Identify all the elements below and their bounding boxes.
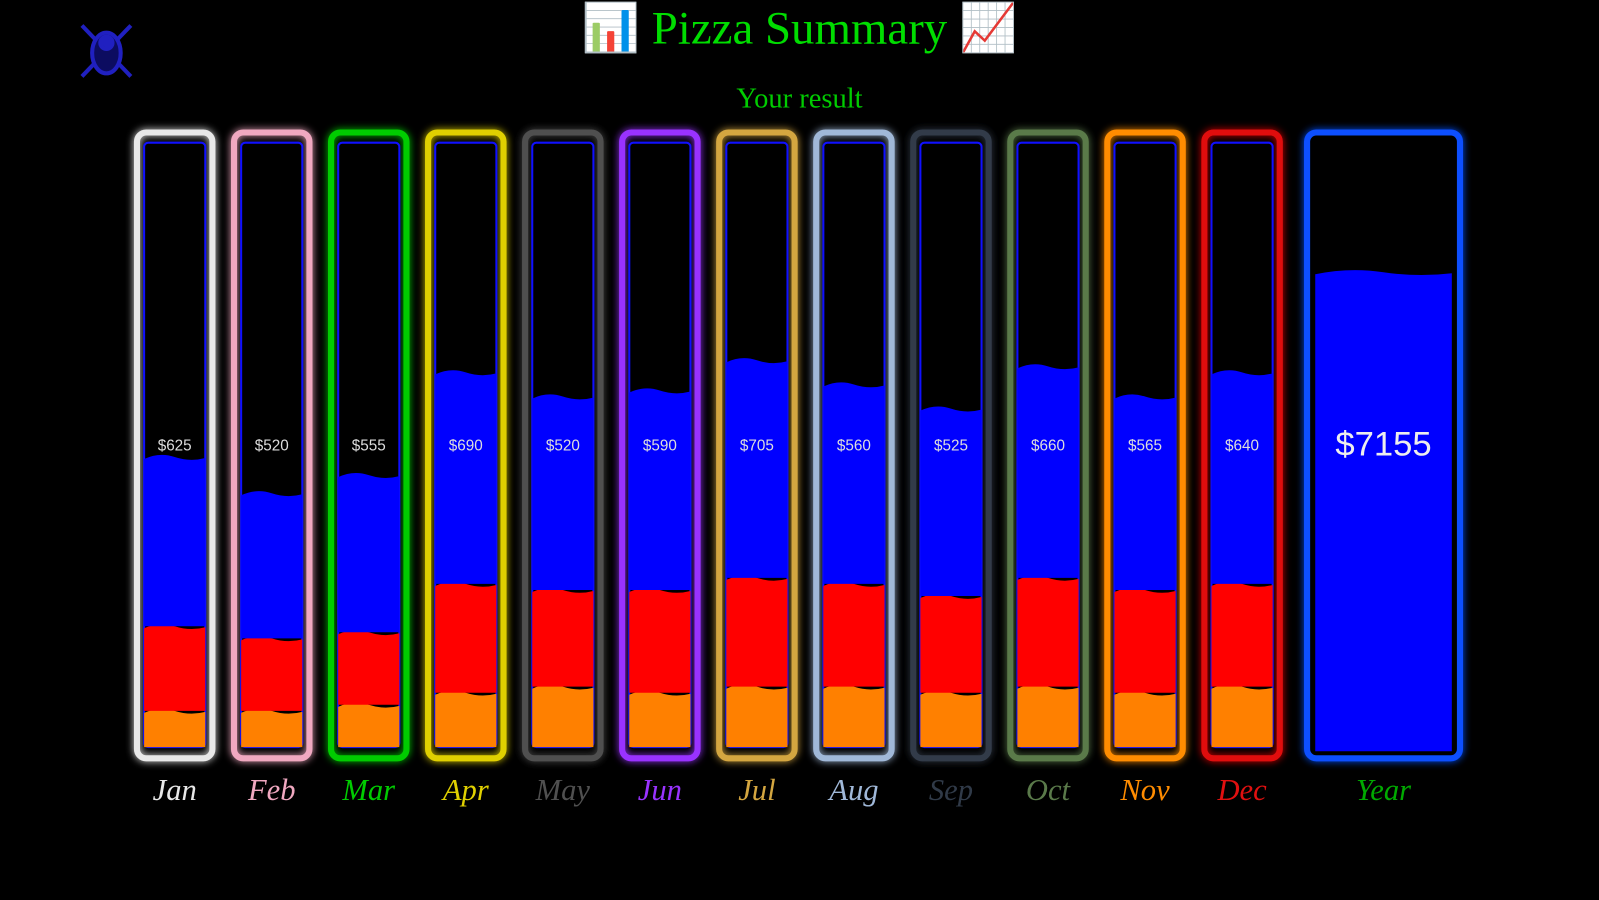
fill-layer (144, 454, 206, 627)
logo-icon[interactable] (80, 24, 133, 78)
fill-layer (338, 630, 400, 705)
fill-layer (1017, 364, 1079, 578)
tube-frame (619, 129, 701, 762)
tube-frame (1201, 129, 1283, 762)
fill-layer (726, 575, 788, 687)
fill-layer (629, 587, 691, 693)
value-label: $640 (1225, 437, 1259, 454)
year-value-label: $7155 (1335, 426, 1431, 464)
fill-layer (144, 624, 206, 711)
fill-layer (435, 370, 497, 584)
month-label: Aug (827, 773, 878, 807)
value-label: $555 (352, 437, 386, 454)
page-title: 📊 Pizza Summary 📈 (582, 0, 1018, 54)
tubes: $625 Jan $520 Feb $555 Mar $690 Apr $520 May $590 J… (133, 129, 1464, 807)
value-label: $525 (934, 437, 968, 454)
fill-layer (823, 684, 885, 748)
tube-frame (910, 129, 992, 762)
fill-layer (338, 702, 400, 748)
value-label: $520 (255, 437, 289, 454)
tube-frame (1007, 129, 1089, 762)
value-label: $705 (740, 437, 774, 454)
value-label: $625 (158, 437, 192, 454)
month-label: Jan (153, 773, 197, 807)
tube-frame (230, 129, 313, 762)
month-label: Feb (247, 773, 296, 807)
fill-layer (629, 690, 691, 748)
month-label: Jun (638, 773, 682, 807)
fill-layer (435, 581, 497, 693)
fill-layer (1211, 370, 1273, 584)
year-label: Year (1356, 773, 1411, 807)
fill-layer (435, 690, 497, 748)
fill-layer (726, 684, 788, 748)
fill-layer (1211, 581, 1273, 687)
year-fill (1315, 270, 1452, 752)
tube-frame (425, 129, 507, 762)
fill-layer (144, 708, 206, 748)
fill-layer (629, 388, 691, 590)
month-label: Oct (1026, 773, 1072, 807)
fill-layer (532, 394, 594, 590)
month-label: Dec (1216, 773, 1267, 807)
fill-layer (1114, 394, 1176, 590)
fill-layer (532, 587, 594, 687)
value-label: $590 (643, 437, 677, 454)
value-label: $565 (1128, 437, 1162, 454)
fill-layer (338, 473, 400, 633)
fill-layer (920, 406, 982, 597)
month-label: Apr (441, 773, 489, 807)
tube-frame (522, 129, 604, 762)
fill-layer (1017, 684, 1079, 748)
value-label: $560 (837, 437, 871, 454)
tube-frame (327, 129, 410, 762)
fill-layer (920, 690, 982, 748)
month-label: May (535, 773, 591, 807)
value-label: $660 (1031, 437, 1065, 454)
fill-layer (241, 636, 303, 711)
fill-layer (1114, 690, 1176, 748)
fill-layer (823, 581, 885, 687)
fill-layer (1114, 587, 1176, 693)
tube-frame (133, 129, 216, 762)
month-label: Nov (1119, 773, 1170, 807)
fill-layer (532, 684, 594, 748)
fill-layer (241, 491, 303, 639)
fill-layer (823, 382, 885, 584)
fill-layer (241, 708, 303, 748)
tube-frame (813, 129, 895, 762)
fill-layer (920, 593, 982, 693)
month-label: Mar (341, 773, 395, 807)
fill-layer (1211, 684, 1273, 748)
fill-layer (1017, 575, 1079, 687)
month-label: Sep (929, 773, 973, 807)
tube-frame (716, 129, 798, 762)
value-label: $520 (546, 437, 580, 454)
fill-layer (726, 358, 788, 578)
value-label: $690 (449, 437, 483, 454)
month-label: Jul (738, 773, 775, 807)
tube-frame (1104, 129, 1186, 762)
subtitle: Your result (736, 83, 862, 114)
